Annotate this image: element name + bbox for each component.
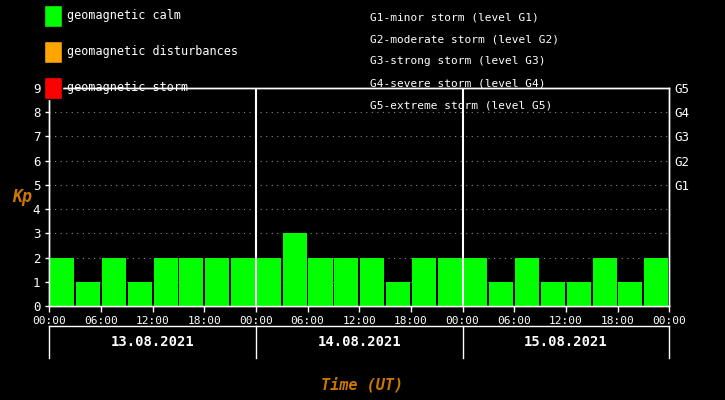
- Bar: [489, 282, 513, 306]
- Bar: [257, 258, 281, 306]
- Bar: [618, 282, 642, 306]
- Bar: [283, 233, 307, 306]
- Text: G1-minor storm (level G1): G1-minor storm (level G1): [370, 12, 539, 22]
- Bar: [128, 282, 152, 306]
- Bar: [463, 258, 487, 306]
- Bar: [179, 258, 204, 306]
- Bar: [515, 258, 539, 306]
- Bar: [360, 258, 384, 306]
- Bar: [386, 282, 410, 306]
- Text: geomagnetic disturbances: geomagnetic disturbances: [67, 46, 239, 58]
- Text: geomagnetic storm: geomagnetic storm: [67, 82, 188, 94]
- Text: 13.08.2021: 13.08.2021: [111, 335, 194, 349]
- Text: geomagnetic calm: geomagnetic calm: [67, 10, 181, 22]
- Bar: [412, 258, 436, 306]
- Text: G2-moderate storm (level G2): G2-moderate storm (level G2): [370, 34, 559, 44]
- Bar: [438, 258, 462, 306]
- Text: 15.08.2021: 15.08.2021: [524, 335, 608, 349]
- Bar: [102, 258, 126, 306]
- Bar: [308, 258, 333, 306]
- Bar: [334, 258, 358, 306]
- Bar: [541, 282, 565, 306]
- Text: 14.08.2021: 14.08.2021: [318, 335, 401, 349]
- Text: G5-extreme storm (level G5): G5-extreme storm (level G5): [370, 100, 552, 110]
- Text: G3-strong storm (level G3): G3-strong storm (level G3): [370, 56, 545, 66]
- Bar: [231, 258, 255, 306]
- Bar: [645, 258, 668, 306]
- Y-axis label: Kp: Kp: [12, 188, 32, 206]
- Text: Time (UT): Time (UT): [321, 376, 404, 392]
- Bar: [567, 282, 591, 306]
- Bar: [592, 258, 617, 306]
- Text: G4-severe storm (level G4): G4-severe storm (level G4): [370, 78, 545, 88]
- Bar: [205, 258, 229, 306]
- Bar: [154, 258, 178, 306]
- Bar: [50, 258, 74, 306]
- Bar: [76, 282, 100, 306]
